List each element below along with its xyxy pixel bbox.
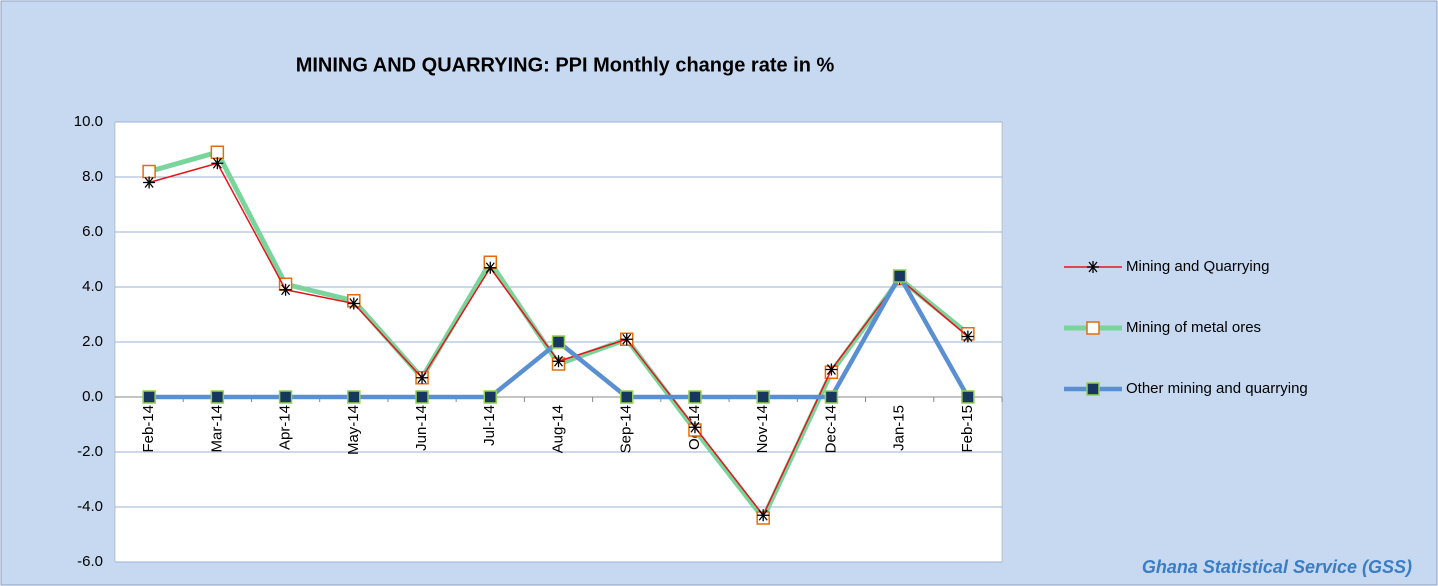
chart-title: MINING AND QUARRYING: PPI Monthly change…	[296, 54, 835, 76]
y-tick-label: 0.0	[82, 388, 103, 405]
marker-star	[825, 363, 838, 376]
marker-square	[210, 390, 225, 404]
y-tick-label: 2.0	[82, 333, 103, 350]
x-tick-label: Dec-14	[822, 405, 839, 453]
x-tick-label: May-14	[345, 405, 362, 455]
y-tick-label: -2.0	[77, 443, 103, 460]
marker-square	[278, 390, 293, 404]
marker-star	[143, 176, 156, 189]
legend-marker	[1086, 321, 1100, 335]
marker-star	[757, 509, 770, 522]
y-tick-label: 4.0	[82, 278, 103, 295]
marker-square	[961, 390, 975, 404]
marker-square	[824, 390, 839, 404]
marker-star	[347, 297, 360, 310]
x-tick-label: Mar-14	[208, 405, 225, 453]
legend-label: Mining and Quarrying	[1126, 258, 1269, 275]
marker-square	[142, 390, 156, 404]
marker-square	[347, 390, 361, 404]
marker-square	[142, 164, 156, 179]
marker-square	[619, 390, 634, 404]
marker-star	[484, 261, 497, 274]
marker-square	[210, 145, 225, 159]
marker-star	[416, 371, 429, 384]
y-tick-label: -4.0	[77, 498, 103, 515]
x-tick-label: Nov-14	[754, 405, 771, 453]
x-tick-label: Apr-14	[277, 405, 294, 450]
y-tick-label: 8.0	[82, 168, 103, 185]
legend-label: Mining of metal ores	[1126, 319, 1261, 336]
marker-square	[756, 390, 770, 404]
legend-label: Other mining and quarrying	[1126, 380, 1308, 397]
x-tick-label: Jul-14	[481, 405, 498, 446]
marker-star	[961, 330, 974, 343]
marker-star	[552, 355, 565, 368]
x-tick-label: Jan-15	[891, 405, 908, 451]
marker-square	[483, 390, 498, 404]
y-tick-label: -6.0	[77, 553, 103, 570]
x-tick-label: Feb-14	[140, 405, 157, 453]
marker-star	[279, 283, 292, 296]
marker-square	[688, 390, 702, 404]
marker-square	[892, 269, 907, 283]
marker-star	[211, 157, 224, 170]
marker-square	[551, 335, 566, 349]
y-tick-label: 6.0	[82, 223, 103, 240]
marker-star	[688, 421, 701, 434]
x-tick-label: Aug-14	[549, 405, 566, 453]
x-tick-label: Jun-14	[413, 405, 430, 451]
y-tick-label: 10.0	[74, 113, 103, 130]
source-note: Ghana Statistical Service (GSS)	[1142, 557, 1412, 577]
x-tick-label: Sep-14	[618, 405, 635, 453]
legend-marker	[1086, 382, 1100, 396]
marker-square	[415, 390, 429, 404]
legend-marker	[1087, 261, 1099, 273]
x-tick-label: Feb-15	[959, 405, 976, 453]
marker-star	[620, 333, 633, 346]
